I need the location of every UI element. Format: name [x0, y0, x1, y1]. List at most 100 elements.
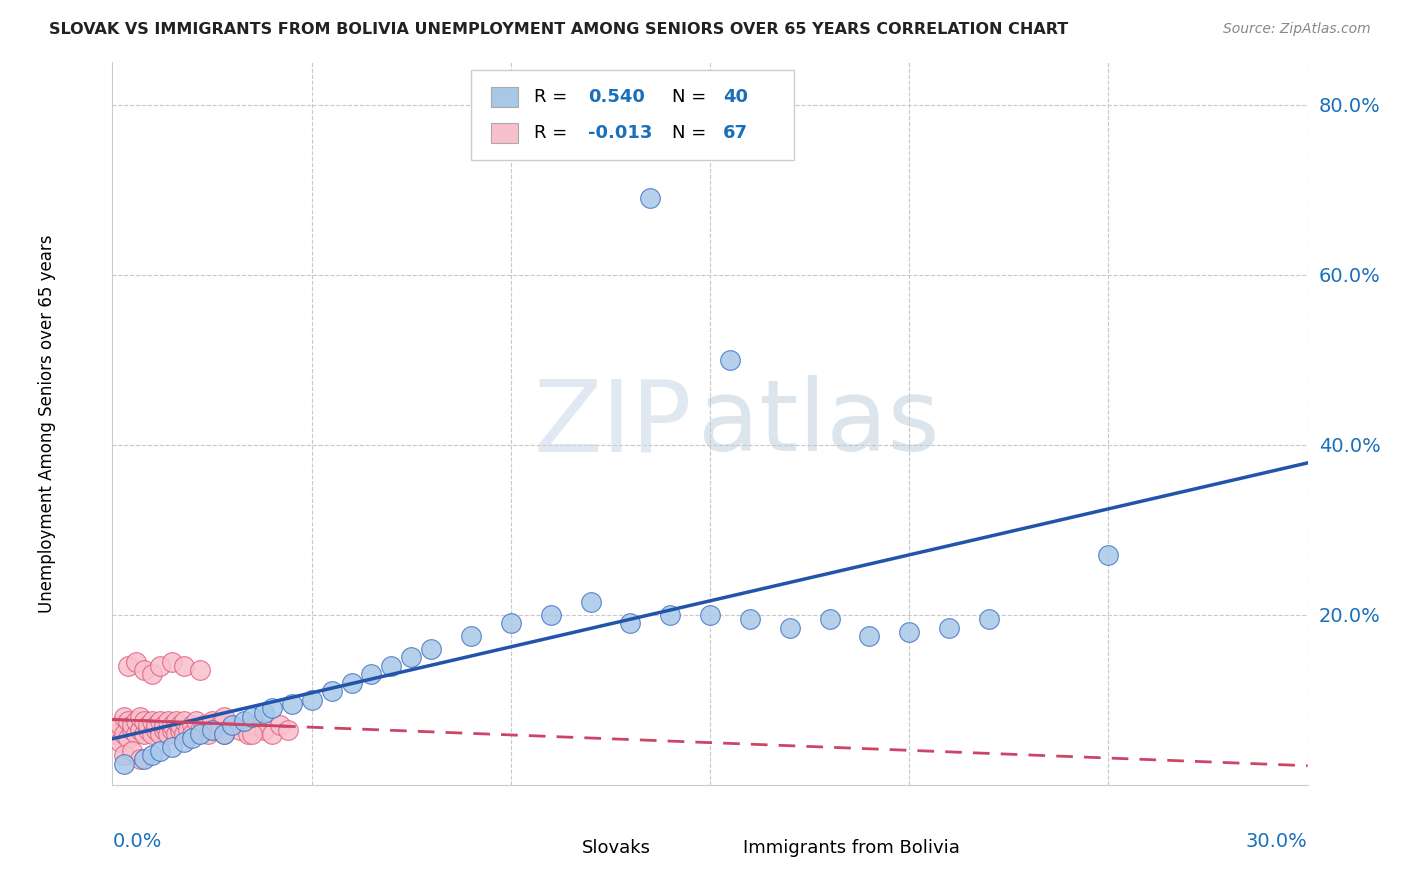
- Point: [114, 710, 135, 724]
- Point: [659, 607, 682, 622]
- Point: [157, 727, 180, 741]
- FancyBboxPatch shape: [491, 123, 517, 144]
- Point: [121, 718, 143, 732]
- Point: [699, 607, 721, 622]
- Text: Unemployment Among Seniors over 65 years: Unemployment Among Seniors over 65 years: [38, 235, 56, 613]
- Point: [134, 714, 156, 729]
- Point: [401, 650, 423, 665]
- Point: [193, 718, 215, 732]
- Point: [157, 714, 180, 729]
- Point: [898, 624, 921, 639]
- Point: [165, 727, 187, 741]
- Point: [360, 667, 382, 681]
- Point: [149, 659, 172, 673]
- Point: [145, 718, 167, 732]
- Point: [233, 714, 256, 729]
- Text: 0.540: 0.540: [588, 88, 645, 106]
- Point: [277, 723, 299, 737]
- Point: [129, 752, 152, 766]
- Text: atlas: atlas: [699, 376, 939, 472]
- Point: [619, 616, 641, 631]
- Point: [117, 731, 139, 746]
- Text: ZIP: ZIP: [534, 376, 692, 472]
- Point: [229, 723, 252, 737]
- Point: [640, 191, 662, 205]
- Point: [141, 714, 163, 729]
- Point: [173, 659, 195, 673]
- Point: [177, 723, 200, 737]
- Point: [380, 659, 402, 673]
- Point: [221, 718, 243, 732]
- Point: [321, 684, 343, 698]
- Point: [173, 714, 195, 729]
- Point: [149, 727, 172, 741]
- Point: [121, 744, 143, 758]
- Point: [125, 714, 148, 729]
- Text: 30.0%: 30.0%: [1246, 832, 1308, 851]
- Point: [188, 723, 211, 737]
- Point: [253, 706, 276, 720]
- Point: [129, 710, 152, 724]
- Point: [169, 723, 191, 737]
- Point: [114, 748, 135, 763]
- Point: [212, 727, 235, 741]
- Point: [938, 621, 960, 635]
- Point: [738, 612, 761, 626]
- Point: [117, 659, 139, 673]
- Point: [110, 718, 132, 732]
- Point: [260, 727, 283, 741]
- Point: [340, 676, 363, 690]
- Point: [125, 727, 148, 741]
- Point: [181, 718, 204, 732]
- Point: [221, 718, 243, 732]
- Point: [1097, 549, 1119, 563]
- Text: R =: R =: [534, 88, 574, 106]
- Point: [181, 731, 204, 746]
- Point: [420, 642, 443, 657]
- FancyBboxPatch shape: [491, 87, 517, 107]
- Point: [301, 693, 323, 707]
- Point: [281, 697, 304, 711]
- Point: [134, 663, 156, 677]
- Point: [201, 714, 224, 729]
- Point: [173, 735, 195, 749]
- Point: [499, 616, 522, 631]
- Text: Source: ZipAtlas.com: Source: ZipAtlas.com: [1223, 22, 1371, 37]
- Text: 0.0%: 0.0%: [112, 832, 162, 851]
- Point: [169, 718, 191, 732]
- Point: [129, 723, 152, 737]
- Point: [117, 714, 139, 729]
- Point: [201, 723, 224, 737]
- Point: [186, 714, 208, 729]
- Point: [162, 739, 183, 754]
- Point: [134, 727, 156, 741]
- Text: R =: R =: [534, 124, 574, 142]
- Point: [245, 718, 267, 732]
- Point: [149, 714, 172, 729]
- Text: 67: 67: [723, 124, 748, 142]
- Text: -0.013: -0.013: [588, 124, 652, 142]
- Point: [138, 718, 160, 732]
- Text: Immigrants from Bolivia: Immigrants from Bolivia: [744, 838, 960, 857]
- Point: [173, 727, 195, 741]
- Point: [134, 752, 156, 766]
- Point: [141, 727, 163, 741]
- Point: [162, 655, 183, 669]
- Point: [718, 353, 741, 368]
- Point: [141, 667, 163, 681]
- FancyBboxPatch shape: [699, 837, 734, 859]
- Point: [114, 756, 135, 771]
- Point: [260, 701, 283, 715]
- FancyBboxPatch shape: [471, 70, 794, 160]
- Point: [269, 718, 291, 732]
- Point: [858, 629, 880, 643]
- Text: SLOVAK VS IMMIGRANTS FROM BOLIVIA UNEMPLOYMENT AMONG SENIORS OVER 65 YEARS CORRE: SLOVAK VS IMMIGRANTS FROM BOLIVIA UNEMPL…: [49, 22, 1069, 37]
- Point: [212, 727, 235, 741]
- Point: [153, 723, 176, 737]
- Point: [460, 629, 482, 643]
- Point: [125, 655, 148, 669]
- Point: [153, 718, 176, 732]
- Point: [212, 710, 235, 724]
- Point: [105, 727, 128, 741]
- Point: [188, 727, 211, 741]
